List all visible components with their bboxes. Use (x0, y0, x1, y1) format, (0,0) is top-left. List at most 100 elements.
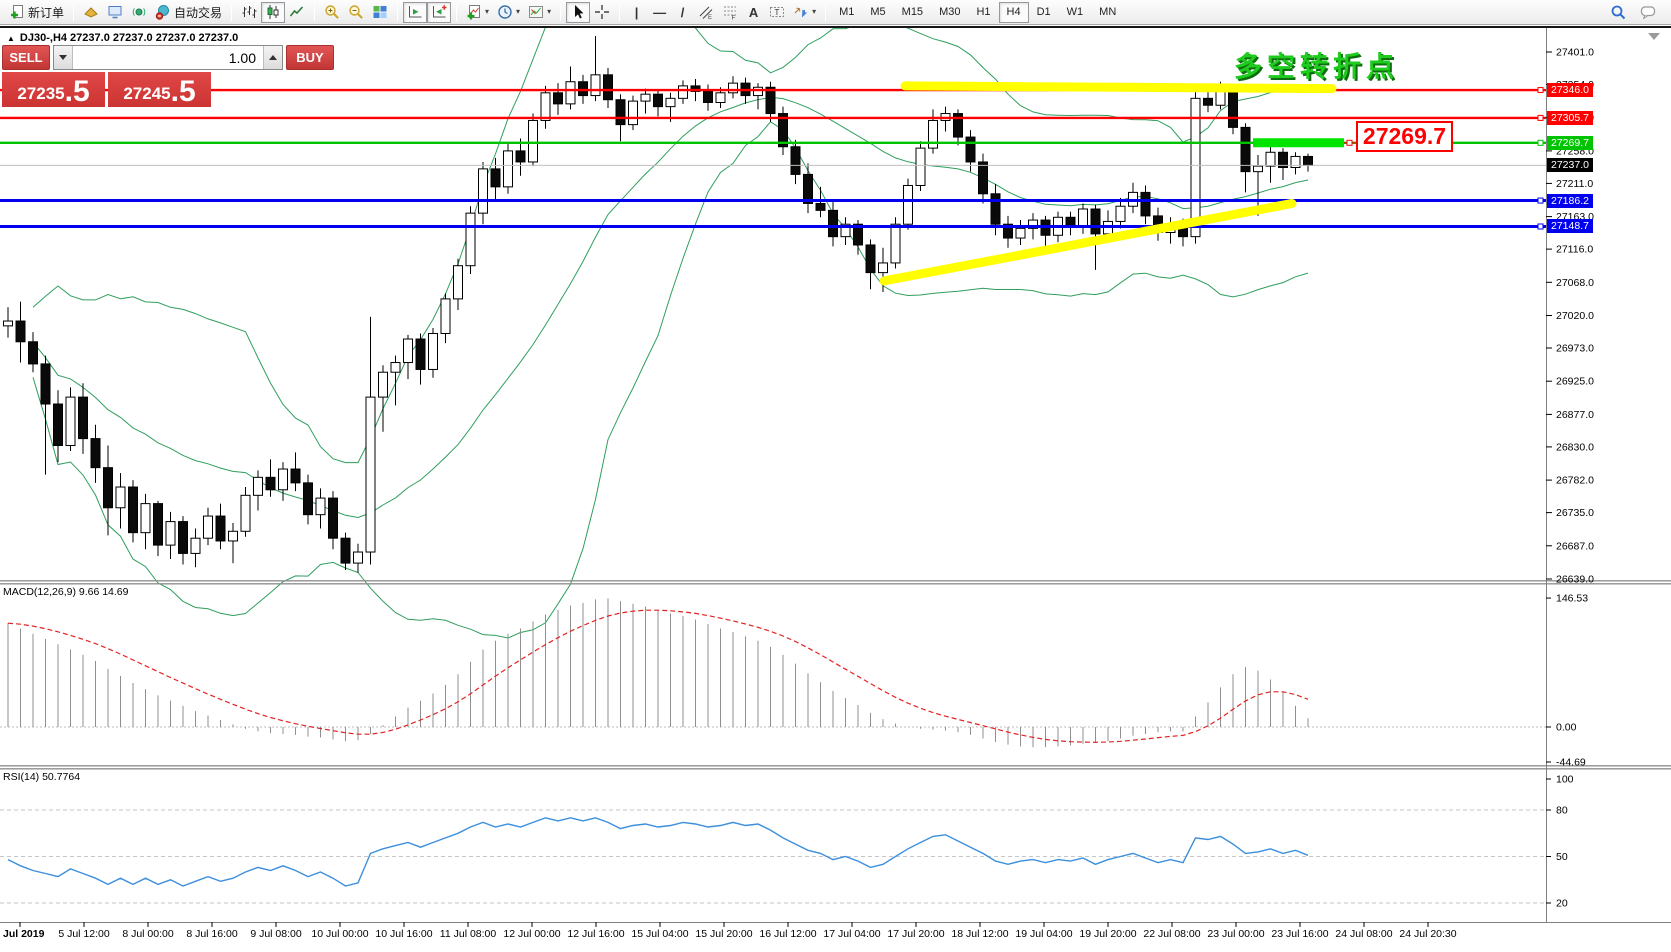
timeframe-h4[interactable]: H4 (998, 1, 1029, 23)
new-order-button[interactable]: 新订单 (5, 2, 68, 23)
svg-text:16 Jul 12:00: 16 Jul 12:00 (759, 928, 816, 940)
clock-icon (498, 5, 512, 19)
navigator-button[interactable] (127, 2, 151, 23)
svg-text:26735.0: 26735.0 (1556, 507, 1594, 519)
timeframe-w1-label: W1 (1066, 6, 1084, 18)
timeframe-d1[interactable]: D1 (1029, 2, 1059, 23)
collapse-panel-icon[interactable]: ▲ (7, 33, 15, 43)
equidistant-channel-button[interactable]: E (694, 2, 718, 23)
signal-icon (132, 8, 146, 16)
chart-window: 27401.027354.027306.027258.027211.027163… (0, 26, 1671, 952)
shapes-icon (794, 7, 808, 18)
zoomout-icon (349, 5, 363, 19)
chat-button[interactable] (1636, 2, 1660, 23)
indicators-button[interactable]: ▾ (462, 2, 493, 23)
data-window-button[interactable] (103, 2, 127, 23)
toolbar-separator (231, 3, 233, 21)
buy-button[interactable]: BUY (286, 45, 334, 70)
fibo-icon: F (724, 6, 737, 20)
templates-button[interactable]: ▾ (524, 2, 555, 23)
new-order-button-label: 新订单 (28, 5, 65, 20)
auto-trading-button[interactable]: 自动交易 (151, 2, 226, 23)
timeframe-m1[interactable]: M1 (831, 2, 862, 23)
price-chart[interactable]: 27401.027354.027306.027258.027211.027163… (0, 28, 1671, 952)
svg-text:80: 80 (1556, 805, 1568, 817)
volume-decrease-button[interactable] (54, 46, 73, 69)
line-chart-button[interactable] (285, 2, 309, 23)
volume-input[interactable] (73, 46, 263, 69)
gold-icon (84, 7, 98, 18)
tiles-icon (373, 6, 387, 18)
svg-text:24 Jul 20:30: 24 Jul 20:30 (1399, 928, 1456, 940)
periods-button[interactable]: ▾ (493, 2, 524, 23)
trendlines-layer (879, 81, 1337, 286)
sell-button[interactable]: SELL (2, 45, 50, 70)
price-tag: 27305.7 (1547, 110, 1593, 125)
dropdown-caret-icon: ▾ (812, 7, 817, 16)
indicator-icon (467, 5, 481, 20)
text-label-button[interactable]: T (765, 2, 789, 23)
fibonacci-button[interactable]: F (718, 2, 742, 23)
label-icon: T (770, 7, 785, 17)
arrows-button[interactable]: ▾ (789, 2, 820, 23)
svg-text:9 Jul 08:00: 9 Jul 08:00 (250, 928, 302, 940)
svg-text:24 Jul 08:00: 24 Jul 08:00 (1335, 928, 1392, 940)
monitor-icon (108, 6, 122, 19)
tile-windows-button[interactable] (368, 2, 392, 23)
toolbar-separator (456, 3, 458, 21)
corner-marker-icon (1648, 33, 1660, 40)
zoom-out-button[interactable] (344, 2, 368, 23)
auto-trading-button-label: 自动交易 (174, 5, 223, 20)
timeframe-m15[interactable]: M15 (894, 2, 931, 23)
toolbar-separator (397, 3, 399, 21)
dropdown-caret-icon: ▾ (547, 7, 552, 16)
timeframe-m30[interactable]: M30 (931, 2, 968, 23)
bar-chart-button[interactable] (237, 2, 261, 23)
main-toolbar: 新订单 自动交易 ▾ ▾ ▾ | — / E F A T ▾ M1 M5 M15 M30 H1 H4 D1 W1 MN (0, 0, 1671, 25)
market-watch-button[interactable] (79, 2, 103, 23)
volume-increase-button[interactable] (263, 46, 282, 69)
search-button[interactable] (1606, 2, 1630, 23)
timeframe-mn[interactable]: MN (1091, 2, 1124, 23)
vertical-line-button[interactable]: | (625, 2, 648, 23)
svg-text:10 Jul 00:00: 10 Jul 00:00 (311, 928, 368, 940)
text-button-glyph: A (748, 4, 759, 20)
text-button[interactable]: A (742, 2, 765, 23)
crosshair-button[interactable] (590, 2, 614, 23)
volume-stepper (53, 45, 283, 70)
timeframe-h1[interactable]: H1 (968, 2, 998, 23)
auto-scroll-button[interactable] (403, 1, 428, 23)
date-axis: Jul 2019 5 Jul 12:00 8 Jul 00:00 8 Jul 16:0… (0, 922, 1671, 940)
search-icon (1611, 5, 1626, 20)
timeframe-w1[interactable]: W1 (1059, 2, 1092, 23)
toolbar-group: ▾ ▾ ▾ (462, 2, 555, 23)
zoom-in-button[interactable] (320, 2, 344, 23)
svg-text:27116.0: 27116.0 (1556, 244, 1593, 256)
template-icon (529, 6, 544, 18)
cursor-button[interactable] (566, 1, 591, 23)
toolbar-group (566, 1, 614, 23)
svg-text:23 Jul 00:00: 23 Jul 00:00 (1207, 928, 1264, 940)
svg-text:8 Jul 00:00: 8 Jul 00:00 (122, 928, 174, 940)
rsi-indicator-label: RSI(14) 50.7764 (3, 771, 81, 783)
buy-price[interactable]: 27245.5 (108, 72, 211, 107)
chartshift-icon (433, 5, 447, 18)
horizontal-line-button[interactable]: — (648, 2, 671, 23)
candle-chart-button[interactable] (261, 1, 286, 23)
price-tag: 27148.7 (1547, 219, 1593, 234)
timeframe-m5[interactable]: M5 (862, 2, 893, 23)
sell-price[interactable]: 27235.5 (2, 72, 105, 107)
macd-indicator-label: MACD(12,26,9) 9.66 14.69 (3, 586, 129, 598)
price-tag: 27186.2 (1547, 193, 1593, 208)
timeframe-h4-label: H4 (1006, 6, 1021, 18)
trendline-button-glyph: / (680, 4, 685, 20)
svg-text:17 Jul 20:00: 17 Jul 20:00 (887, 928, 944, 940)
svg-text:11 Jul 08:00: 11 Jul 08:00 (440, 928, 497, 940)
trendline-button[interactable]: / (671, 2, 694, 23)
toolbar-separator (825, 3, 827, 21)
chart-shift-button[interactable] (427, 1, 452, 23)
cursor-icon (575, 5, 584, 19)
one-click-trading-panel: SELL BUY 27235.5 27245.5 (2, 45, 334, 107)
caret-down-icon (59, 55, 67, 60)
svg-text:23 Jul 16:00: 23 Jul 16:00 (1271, 928, 1328, 940)
